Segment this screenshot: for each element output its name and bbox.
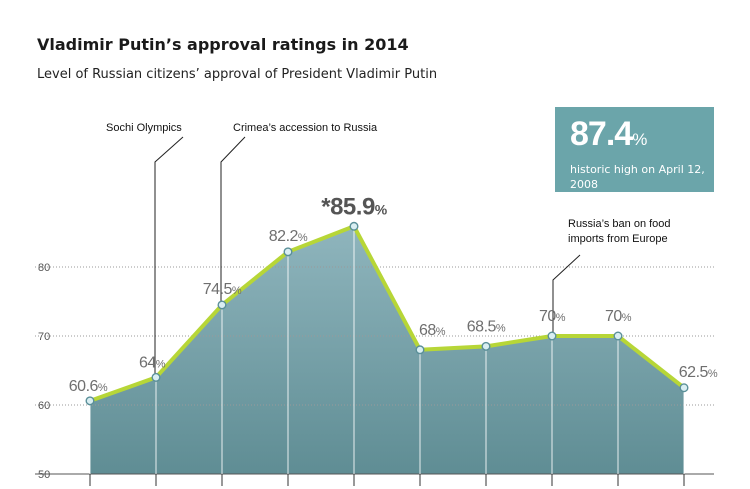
data-point-0 xyxy=(85,396,95,406)
data-point-3 xyxy=(283,247,293,257)
annotation-leader-2 xyxy=(552,254,581,338)
data-label-8: 70% xyxy=(605,308,632,325)
data-point-2 xyxy=(217,300,227,310)
annotation-text-2: Russia’s ban on food imports from Europe xyxy=(568,218,671,245)
annotation-text-0: Sochi Olympics xyxy=(106,122,182,134)
data-label-0: 60.6% xyxy=(69,378,108,395)
data-point-9 xyxy=(679,383,689,393)
data-label-7: 70% xyxy=(539,308,566,325)
historic-high-note: historic high on April 12, 2008 xyxy=(570,163,705,191)
y-tick-label-70: 70 xyxy=(38,331,50,343)
chart-subtitle: Level of Russian citizens’ approval of P… xyxy=(37,67,438,82)
data-point-7 xyxy=(547,331,557,341)
data-point-4 xyxy=(349,221,359,231)
historic-high-callout: 87.4% historic high on April 12, 2008 xyxy=(555,107,714,192)
series-line xyxy=(89,224,686,403)
data-point-1 xyxy=(151,372,161,382)
historic-high-value-line: 87.4% xyxy=(570,115,714,159)
data-point-8 xyxy=(613,331,623,341)
data-label-2: 74.5% xyxy=(203,281,242,298)
annotation-leader-0 xyxy=(154,136,184,380)
y-tick-label-80: 80 xyxy=(38,262,50,274)
data-label-4: *85.9% xyxy=(321,193,388,220)
historic-high-value: 87.4 xyxy=(570,115,633,153)
chart-title: Vladimir Putin’s approval ratings in 201… xyxy=(37,35,409,54)
data-point-6 xyxy=(481,341,491,351)
data-label-5: 68% xyxy=(419,322,446,339)
y-tick-label-60: 60 xyxy=(38,400,50,412)
historic-high-unit: % xyxy=(632,130,648,149)
y-tick-label-50: 50 xyxy=(38,469,50,481)
data-label-6: 68.5% xyxy=(467,318,506,335)
annotation-leader-1 xyxy=(220,136,246,307)
area-fill xyxy=(90,226,684,474)
data-label-9: 62.5% xyxy=(679,364,718,381)
data-point-5 xyxy=(415,345,425,355)
annotation-text-1: Crimea’s accession to Russia xyxy=(233,122,378,134)
data-label-1: 64% xyxy=(139,354,166,371)
data-label-3: 82.2% xyxy=(269,228,308,245)
